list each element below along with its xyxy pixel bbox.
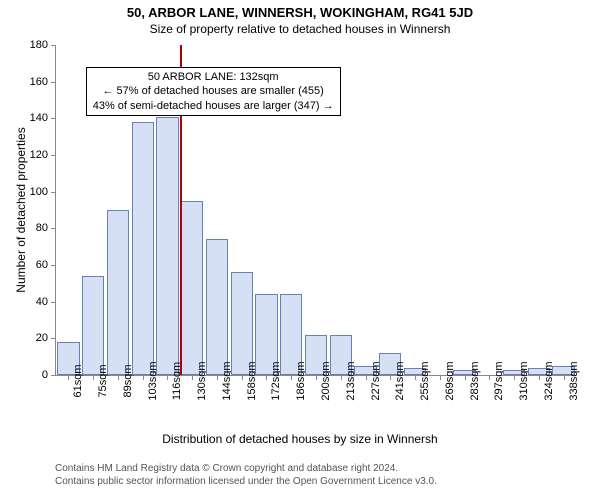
y-tick-label: 100 bbox=[30, 186, 48, 198]
plot-area: 02040608010012014016018061sqm75sqm89sqm1… bbox=[55, 45, 576, 376]
x-tick-label: 255sqm bbox=[419, 361, 431, 400]
x-tick-label: 297sqm bbox=[493, 361, 505, 400]
y-tick-label: 20 bbox=[36, 332, 48, 344]
chart-title-1: 50, ARBOR LANE, WINNERSH, WOKINGHAM, RG4… bbox=[0, 5, 600, 20]
y-axis-label: Number of detached properties bbox=[14, 45, 28, 375]
histogram-bar bbox=[82, 276, 104, 375]
x-tick-label: 269sqm bbox=[444, 361, 456, 400]
x-tick-label: 338sqm bbox=[568, 361, 580, 400]
footer-line-2: Contains public sector information licen… bbox=[55, 475, 437, 488]
annotation-line: 50 ARBOR LANE: 132sqm bbox=[93, 70, 334, 84]
histogram-bar bbox=[156, 117, 178, 376]
y-tick-label: 160 bbox=[30, 76, 48, 88]
y-tick-label: 0 bbox=[42, 369, 48, 381]
histogram-bar bbox=[132, 122, 154, 375]
y-tick-label: 40 bbox=[36, 296, 48, 308]
y-tick-label: 180 bbox=[30, 39, 48, 51]
x-tick-label: 283sqm bbox=[469, 361, 481, 400]
histogram-bar bbox=[231, 272, 253, 375]
y-tick-label: 140 bbox=[30, 112, 48, 124]
x-axis-label: Distribution of detached houses by size … bbox=[0, 432, 600, 446]
annotation-line: 43% of semi-detached houses are larger (… bbox=[93, 99, 334, 113]
footer-line-1: Contains HM Land Registry data © Crown c… bbox=[55, 462, 437, 475]
chart-container: 50, ARBOR LANE, WINNERSH, WOKINGHAM, RG4… bbox=[0, 0, 600, 500]
annotation-line: ← 57% of detached houses are smaller (45… bbox=[93, 84, 334, 98]
footer-attribution: Contains HM Land Registry data © Crown c… bbox=[55, 462, 437, 488]
histogram-bar bbox=[181, 201, 203, 375]
y-tick-label: 120 bbox=[30, 149, 48, 161]
y-tick-label: 80 bbox=[36, 222, 48, 234]
histogram-bar bbox=[206, 239, 228, 375]
annotation-box: 50 ARBOR LANE: 132sqm← 57% of detached h… bbox=[86, 67, 341, 116]
histogram-bar bbox=[107, 210, 129, 375]
y-tick-label: 60 bbox=[36, 259, 48, 271]
chart-title-2: Size of property relative to detached ho… bbox=[0, 22, 600, 36]
